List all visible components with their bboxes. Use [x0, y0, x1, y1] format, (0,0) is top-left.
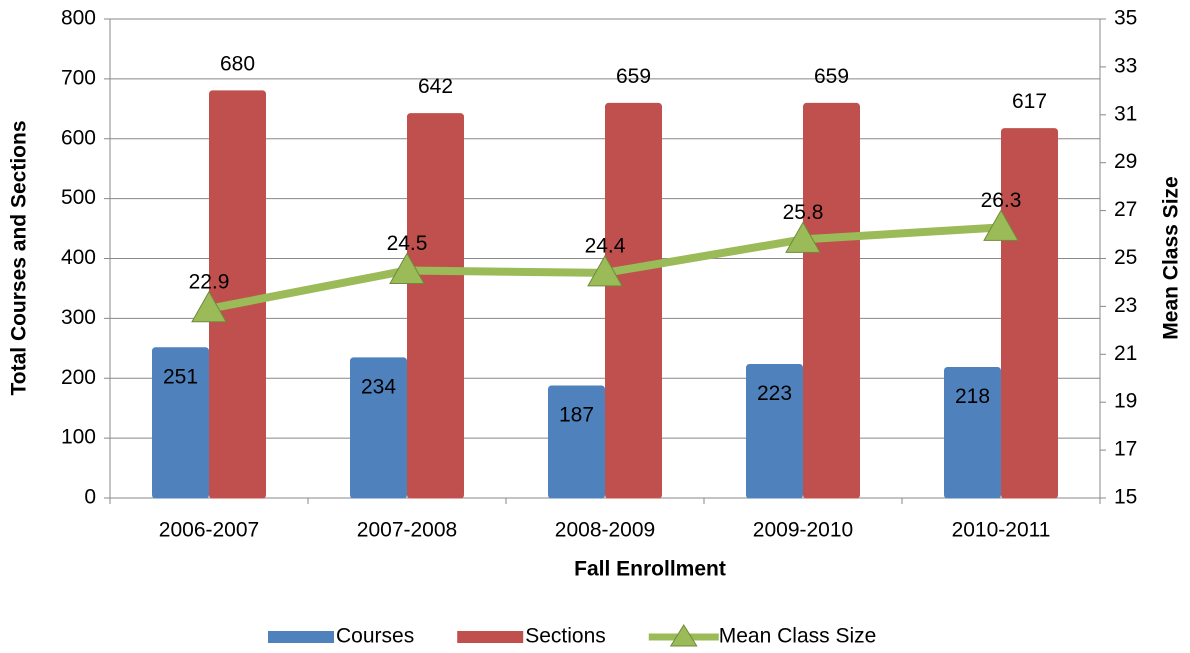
y-tick-label: 200 — [61, 366, 96, 389]
bar — [944, 366, 1001, 499]
x-tick-label: 2006-2007 — [159, 519, 259, 542]
y-axis-title: Total Courses and Sections — [8, 121, 31, 396]
x-tick-label: 2010-2011 — [952, 519, 1051, 542]
y-tick-label: 300 — [61, 306, 96, 329]
y-tick-label: 700 — [61, 66, 96, 89]
x-tick-label: 2007-2008 — [357, 519, 457, 542]
legend-label: Mean Class Size — [719, 625, 877, 648]
marker — [983, 209, 1019, 241]
y2-tick-label: 29 — [1114, 150, 1137, 173]
x-tick-label: 2009-2010 — [753, 519, 853, 542]
data-label: 22.9 — [189, 270, 230, 293]
y-tick-label: 500 — [61, 186, 96, 209]
data-label: 642 — [418, 75, 453, 98]
y-tick-label: 800 — [61, 7, 96, 30]
x-tick-label: 2008-2009 — [555, 519, 655, 542]
y-tick-label: 400 — [61, 246, 96, 269]
y2-tick-label: 17 — [1114, 438, 1137, 461]
data-label: 187 — [559, 404, 594, 427]
data-label: 680 — [220, 52, 255, 75]
data-label: 25.8 — [783, 201, 824, 224]
bar — [605, 102, 662, 499]
marker — [587, 254, 623, 287]
y-tick-label: 600 — [61, 126, 96, 149]
data-label: 234 — [361, 375, 396, 398]
y2-tick-label: 35 — [1114, 7, 1137, 30]
legend-swatch — [669, 624, 698, 647]
y2-axis-title: Mean Class Size — [1160, 176, 1183, 339]
data-label: 251 — [163, 365, 198, 388]
legend-label: Courses — [336, 625, 414, 648]
y2-tick-label: 23 — [1114, 294, 1137, 317]
data-label: 26.3 — [981, 189, 1022, 212]
y-tick-label: 0 — [84, 486, 96, 509]
bar — [152, 347, 209, 499]
legend-swatch — [457, 631, 524, 643]
marker — [785, 221, 821, 253]
y2-tick-label: 33 — [1114, 54, 1137, 77]
data-label: 223 — [757, 382, 792, 405]
x-axis-title: Fall Enrollment — [574, 558, 726, 581]
y2-tick-label: 27 — [1114, 198, 1137, 221]
data-label: 24.4 — [585, 234, 626, 257]
y2-tick-label: 25 — [1114, 246, 1137, 269]
bar — [746, 363, 803, 499]
y2-tick-label: 21 — [1114, 342, 1137, 365]
bar — [350, 357, 407, 499]
data-label: 659 — [616, 65, 651, 88]
bar — [407, 113, 464, 499]
y2-tick-label: 15 — [1114, 486, 1137, 509]
y-tick-label: 100 — [61, 426, 96, 449]
marker — [191, 290, 227, 323]
bar — [1001, 128, 1058, 499]
legend-label: Sections — [525, 625, 606, 648]
data-label: 218 — [955, 385, 990, 408]
bar — [548, 385, 605, 499]
y2-tick-label: 19 — [1114, 390, 1137, 413]
data-label: 24.5 — [387, 232, 428, 255]
bar — [209, 90, 266, 499]
marker — [389, 252, 425, 284]
data-label: 659 — [814, 65, 849, 88]
legend-swatch — [268, 631, 334, 643]
y2-tick-label: 31 — [1114, 102, 1137, 125]
data-label: 617 — [1012, 90, 1047, 113]
bar — [803, 102, 860, 499]
